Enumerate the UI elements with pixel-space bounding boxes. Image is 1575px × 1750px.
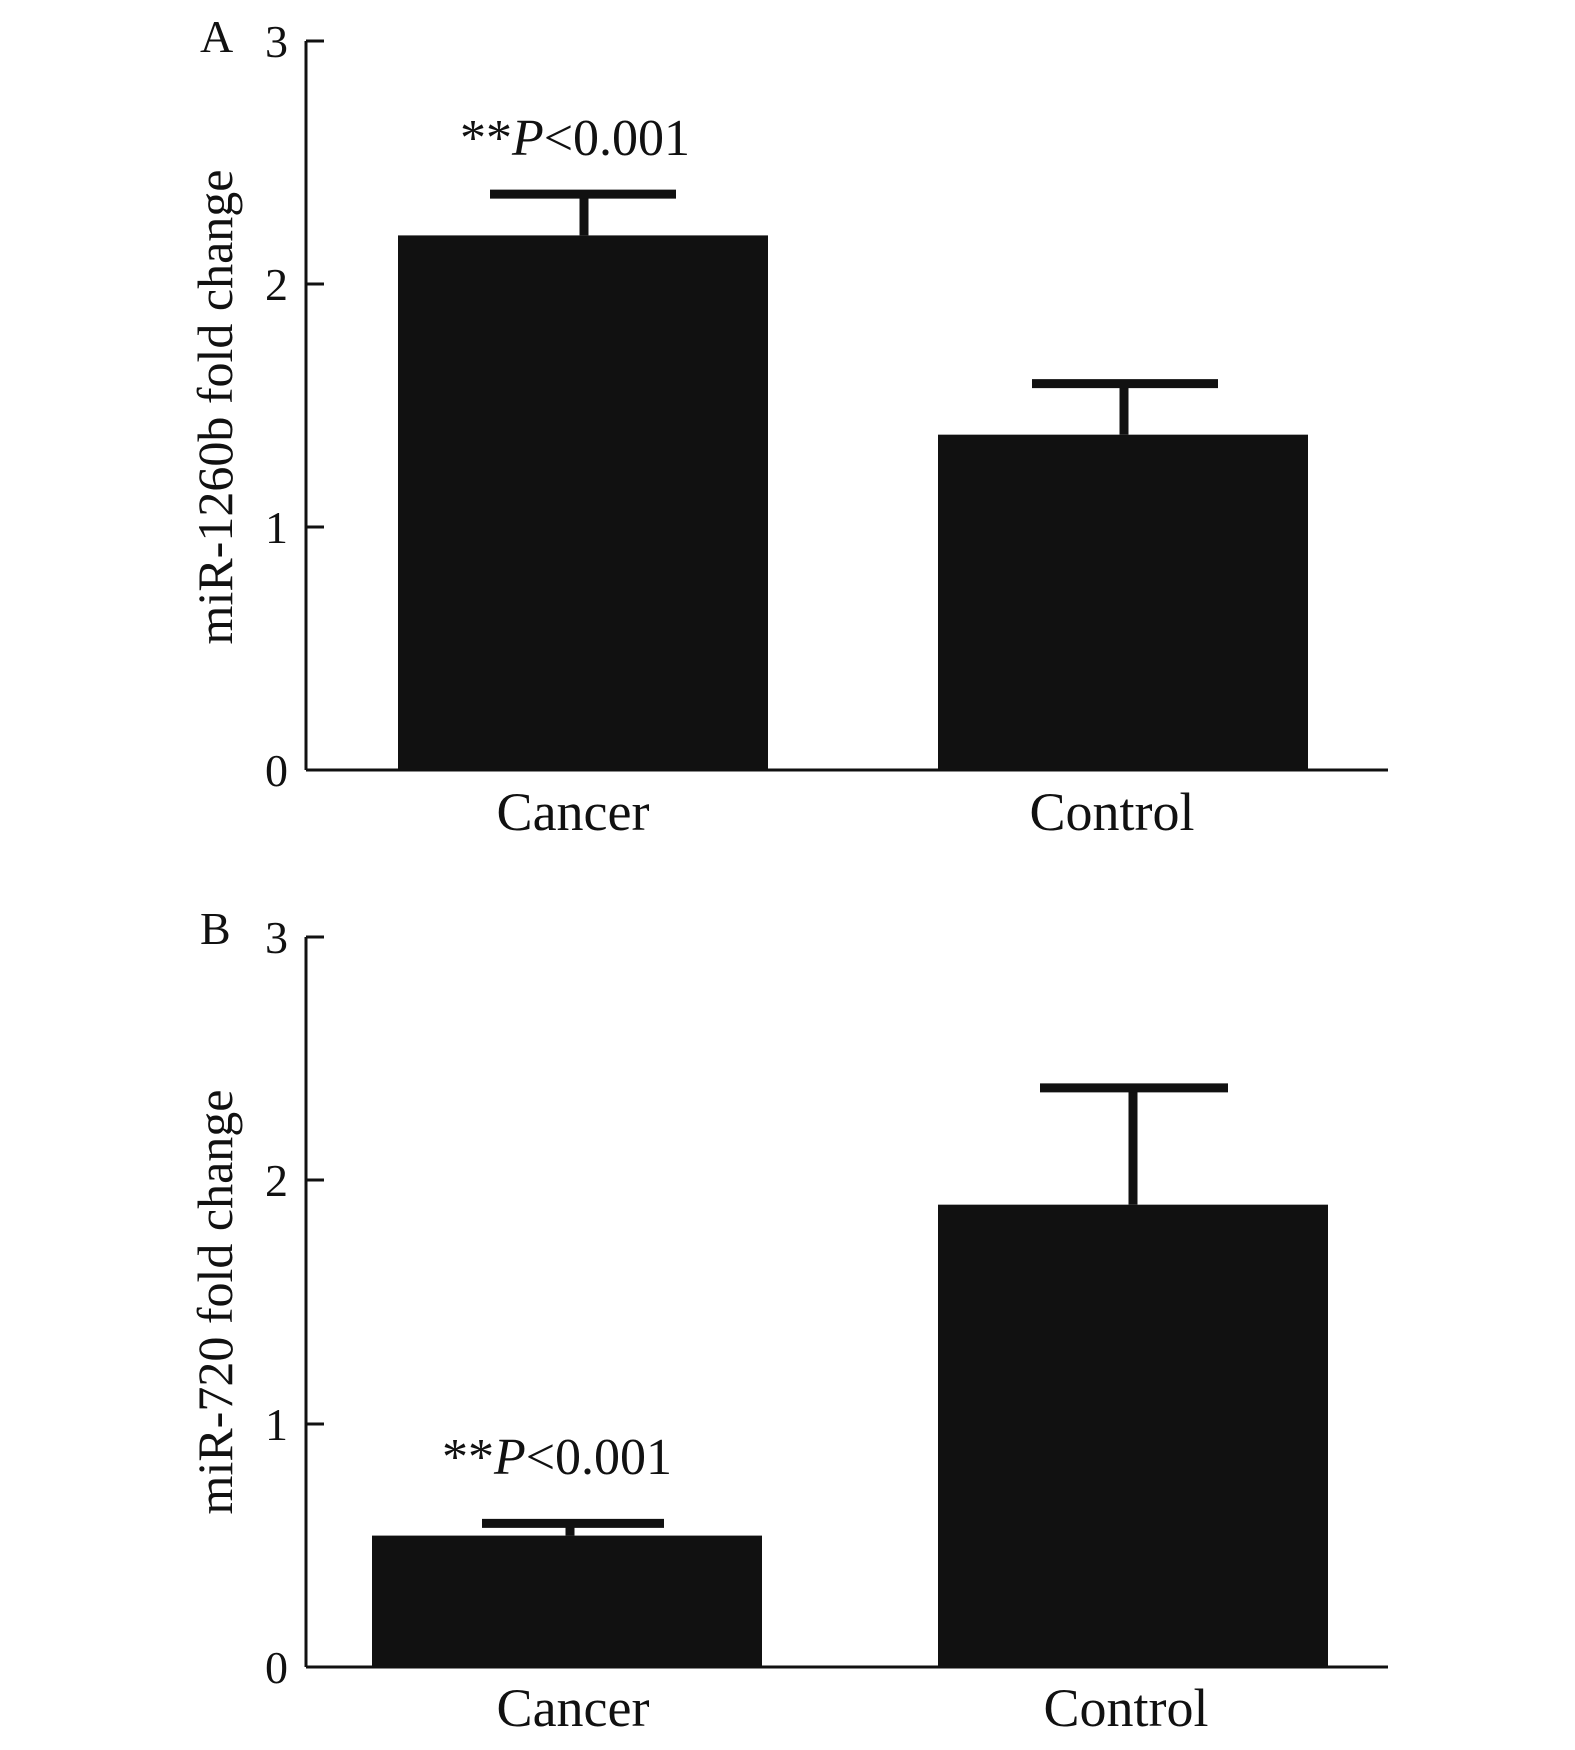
panel-b-ytick-label-3: 3 bbox=[265, 912, 288, 963]
panel-a-ytick-label-2: 2 bbox=[265, 259, 288, 310]
panel-a-letter: A bbox=[200, 11, 233, 62]
panel-b-ytick-label-1: 1 bbox=[265, 1399, 288, 1450]
panel-a-category-control: Control bbox=[1029, 782, 1194, 842]
panel-a: A miR-1260b fold change 0 1 2 3 Cancer C… bbox=[187, 11, 1388, 842]
panel-b-ylabel: miR-720 fold change bbox=[187, 1090, 243, 1515]
panel-a-ylabel: miR-1260b fold change bbox=[187, 170, 243, 645]
panel-a-annotation-threshold: <0.001 bbox=[544, 110, 690, 167]
panel-a-annotation-p: P bbox=[511, 110, 544, 167]
panel-b-ytick-label-0: 0 bbox=[265, 1642, 288, 1693]
panel-b-annotation-p: P bbox=[493, 1429, 526, 1486]
panel-a-annotation-stars: ** bbox=[460, 110, 512, 167]
panel-b-annotation-stars: ** bbox=[442, 1429, 494, 1486]
panel-b-category-cancer: Cancer bbox=[497, 1678, 650, 1738]
panel-b-bar-control bbox=[938, 1204, 1328, 1667]
panel-a-bar-control bbox=[938, 434, 1308, 770]
panel-a-ytick-label-0: 0 bbox=[265, 745, 288, 796]
panel-b-annotation-threshold: <0.001 bbox=[526, 1429, 672, 1486]
panel-a-bar-cancer bbox=[398, 235, 768, 770]
panel-a-significance-annotation: **P<0.001 bbox=[460, 110, 690, 167]
panel-a-ytick-label-1: 1 bbox=[265, 502, 288, 553]
panel-b-letter: B bbox=[200, 903, 231, 954]
panel-b-category-control: Control bbox=[1043, 1678, 1208, 1738]
panel-a-category-cancer: Cancer bbox=[497, 782, 650, 842]
panel-b-significance-annotation: **P<0.001 bbox=[442, 1429, 672, 1486]
panel-b-bar-cancer bbox=[372, 1535, 762, 1667]
panel-b-ytick-label-2: 2 bbox=[265, 1155, 288, 1206]
panel-b: B miR-720 fold change 0 1 2 3 Cancer Con… bbox=[187, 903, 1388, 1738]
panel-a-ytick-label-3: 3 bbox=[265, 16, 288, 67]
